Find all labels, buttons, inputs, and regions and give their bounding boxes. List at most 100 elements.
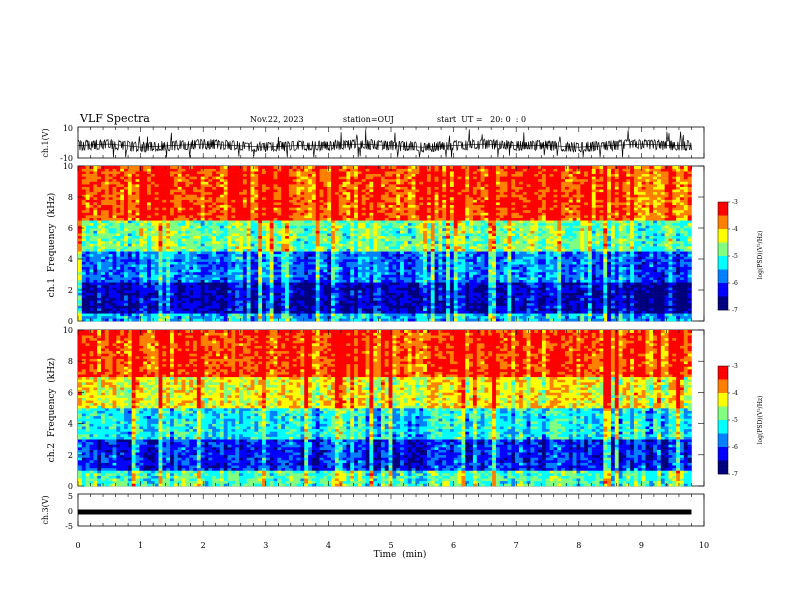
spec-cell (568, 290, 573, 293)
spec-cell (265, 297, 271, 301)
spec-cell (189, 297, 194, 301)
spec-cell (158, 318, 163, 322)
spec-cell (572, 243, 577, 247)
spec-cell (150, 284, 155, 288)
spec-cell (380, 313, 386, 317)
spec-cell (231, 282, 236, 286)
spec-cell (503, 305, 508, 309)
spec-cell (212, 269, 217, 273)
spec-cell (200, 284, 205, 288)
spec-cell (120, 243, 125, 247)
spec-cell (292, 269, 297, 273)
spec-cell (338, 292, 343, 296)
spec-cell (242, 315, 247, 319)
spec-cell (242, 246, 247, 249)
spec-cell (595, 248, 600, 252)
spec-cell (143, 284, 148, 288)
spec-cell (587, 274, 593, 278)
spec-cell (212, 240, 217, 244)
spec-cell (365, 277, 370, 280)
spec-cell (242, 295, 247, 299)
spec-cell (557, 246, 562, 249)
spec-cell (139, 259, 144, 262)
spec-cell (231, 302, 236, 306)
spec-cell (679, 290, 685, 293)
spec-cell (545, 259, 550, 262)
spec-cell (177, 292, 182, 296)
spec-cell (112, 261, 117, 265)
spec-cell (292, 248, 297, 252)
spec-cell (607, 279, 612, 283)
spec-cell (304, 315, 309, 319)
spec-cell (453, 274, 458, 278)
spec-cell (476, 279, 481, 283)
spec-cell (208, 269, 213, 273)
spec-cell (403, 274, 409, 278)
spec-cell (442, 259, 447, 262)
spec-cell (354, 266, 359, 270)
spec-cell (166, 274, 171, 278)
spec-cell (499, 264, 504, 268)
spec-cell (331, 256, 336, 260)
spec-cell (469, 259, 474, 262)
spec-cell (403, 266, 409, 270)
spec-cell (254, 282, 259, 286)
spec-cell (538, 246, 543, 249)
spec-cell (311, 290, 317, 293)
spec-cell (626, 315, 631, 319)
spec-cell (269, 251, 274, 255)
spec-cell (120, 274, 125, 278)
spec-cell (538, 315, 543, 319)
spec-cell (97, 271, 102, 275)
spec-cell (641, 248, 646, 252)
spec-cell (147, 274, 152, 278)
spec-cell (576, 295, 581, 299)
spec-cell (334, 240, 340, 244)
spec-cell (403, 264, 409, 268)
spec-cell (633, 271, 639, 275)
spec-cell (377, 261, 382, 265)
spec-cell (564, 300, 570, 304)
spec-cell (200, 310, 205, 314)
spec-cell (181, 259, 186, 262)
spec-cell (219, 261, 224, 265)
spec-cell (254, 290, 259, 293)
spec-cell (101, 308, 106, 311)
spec-cell (354, 315, 359, 319)
spec-cell (423, 251, 428, 255)
spec-cell (158, 248, 163, 252)
spec-cell (572, 253, 577, 257)
spec-cell (649, 251, 654, 255)
spec-cell (162, 290, 167, 293)
spec-cell (622, 308, 627, 311)
spec-cell (292, 271, 297, 275)
spec-cell (112, 266, 117, 270)
spec-cell (507, 253, 512, 257)
spec-cell (342, 279, 347, 283)
spec-cell (288, 269, 294, 273)
spec-cell (319, 310, 324, 314)
spec-cell (223, 279, 228, 283)
ch1-waveform-panel: 10 -10 ch.1(V) (41, 124, 705, 163)
spec-cell (223, 318, 228, 322)
spec-cell (158, 261, 163, 265)
spec-cell (262, 313, 267, 317)
spec-cell (396, 277, 401, 280)
spec-cell (469, 308, 474, 311)
spec-cell (549, 287, 554, 291)
spec-cell (273, 282, 278, 286)
spec-cell (392, 271, 397, 275)
spec-cell (614, 259, 619, 262)
spec-cell (580, 269, 585, 273)
spec-cell (645, 302, 650, 306)
spec-cell (296, 277, 301, 280)
spec-cell (469, 246, 474, 249)
spec-cell (538, 243, 543, 247)
spec-cell (124, 248, 129, 252)
spec-cell (476, 295, 481, 299)
spec-cell (250, 310, 255, 314)
spec-cell (131, 310, 136, 314)
spec-cell (676, 261, 681, 265)
spec-cell (112, 240, 117, 244)
spec-cell (396, 295, 401, 299)
